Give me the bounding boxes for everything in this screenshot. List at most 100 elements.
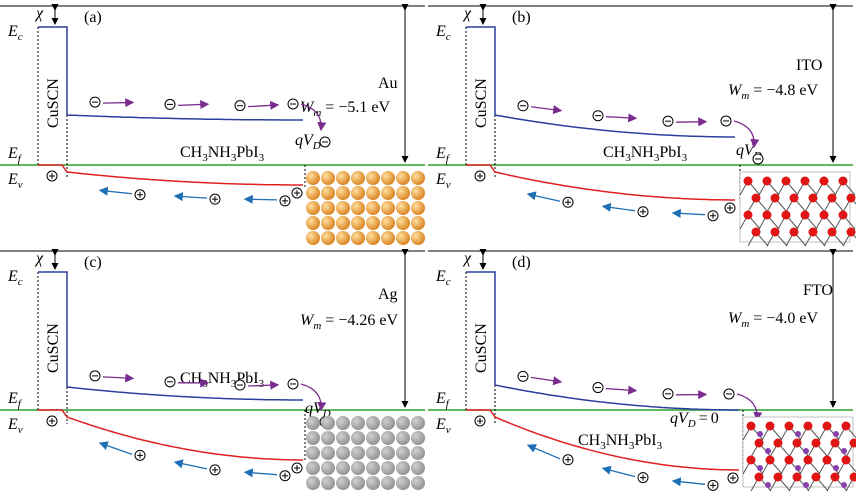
cuscn-label: CuSCN — [473, 78, 490, 128]
text-part: E — [7, 145, 18, 162]
electron-arrow — [531, 377, 561, 382]
atom — [336, 446, 350, 460]
atom — [321, 476, 335, 490]
hole-arrow — [673, 481, 705, 484]
subscript: c — [18, 276, 23, 288]
atom — [306, 476, 320, 490]
atom — [306, 171, 320, 185]
electron-arrow — [103, 102, 133, 103]
atom — [336, 216, 350, 230]
electron-arrow — [103, 377, 133, 378]
subscript: 3 — [259, 152, 265, 164]
subscript: m — [741, 318, 749, 330]
equals: = — [325, 99, 334, 116]
qvd-label: qVD — [295, 132, 321, 152]
text-part: E — [435, 390, 446, 407]
atom — [771, 194, 780, 203]
subscript: 3 — [657, 440, 663, 452]
atom — [411, 476, 425, 490]
atom — [351, 201, 365, 215]
atom — [351, 431, 365, 445]
atom — [823, 456, 832, 465]
atom — [396, 446, 410, 460]
valence-band — [38, 410, 303, 460]
atom — [771, 228, 780, 237]
atom — [321, 461, 335, 475]
panel-label: (d) — [512, 254, 531, 271]
atom — [396, 186, 410, 200]
atom — [396, 231, 410, 245]
panel-label: (b) — [512, 9, 531, 26]
atom — [747, 456, 756, 465]
atom — [381, 186, 395, 200]
atom — [803, 448, 809, 454]
atom — [366, 216, 380, 230]
ev-label: Ev — [7, 416, 23, 436]
ev-label: Ev — [435, 416, 451, 436]
atom — [381, 231, 395, 245]
atom — [823, 422, 832, 431]
subscript: c — [446, 31, 451, 43]
atom — [306, 431, 320, 445]
electron-arrow — [531, 107, 561, 111]
hole-arrow — [603, 206, 635, 210]
atom — [306, 446, 320, 460]
metal-electrode — [306, 171, 425, 245]
panel: χ(d)EcEfEvCuSCNCH3NH3PbI3FTOWm=−4.0 eVqV… — [428, 250, 856, 491]
work-function-value: −4.0 eV — [766, 310, 818, 327]
text-part: PbI — [659, 144, 681, 161]
atom — [841, 448, 847, 454]
subscript: m — [741, 90, 749, 102]
subscript: v — [446, 179, 451, 191]
atom — [381, 416, 395, 430]
atom — [790, 228, 799, 237]
atom — [351, 186, 365, 200]
atom — [809, 194, 818, 203]
atom — [839, 211, 848, 220]
perovskite-label: CH3NH3PbI3 — [578, 432, 663, 452]
text-part: NH — [208, 370, 232, 387]
subscript: 3 — [259, 378, 265, 390]
valence-band — [466, 165, 735, 200]
atom — [820, 211, 829, 220]
atom — [366, 431, 380, 445]
subscript: f — [446, 153, 451, 165]
text-part: CH — [603, 144, 626, 161]
text-part: E — [435, 23, 446, 40]
atom — [321, 431, 335, 445]
atom — [321, 171, 335, 185]
atom — [321, 231, 335, 245]
atom — [366, 186, 380, 200]
atom — [321, 446, 335, 460]
atom — [396, 431, 410, 445]
text-part: CH — [180, 144, 203, 161]
chi: χ — [462, 250, 472, 267]
atom — [411, 201, 425, 215]
atom — [785, 456, 794, 465]
atom — [831, 439, 840, 448]
atom — [812, 439, 821, 448]
subscript: v — [18, 179, 23, 191]
valence-band — [38, 165, 303, 185]
electron-arrow — [606, 389, 636, 391]
text-part: PbI — [634, 432, 656, 449]
subscript: 3 — [682, 152, 688, 164]
atom — [306, 201, 320, 215]
atom — [847, 194, 856, 203]
atom — [411, 216, 425, 230]
text-part: PbI — [236, 144, 258, 161]
atom — [744, 211, 753, 220]
atom — [757, 465, 763, 471]
text-part: CH — [578, 432, 601, 449]
text-part: CH — [180, 370, 203, 387]
atom — [381, 216, 395, 230]
atom — [763, 177, 772, 186]
atom — [366, 416, 380, 430]
atom — [366, 476, 380, 490]
work-function: Wm=−4.0 eV — [728, 310, 818, 330]
atom — [820, 177, 829, 186]
atom — [381, 431, 395, 445]
hole-arrow — [245, 199, 277, 200]
subscript: D — [312, 140, 321, 152]
